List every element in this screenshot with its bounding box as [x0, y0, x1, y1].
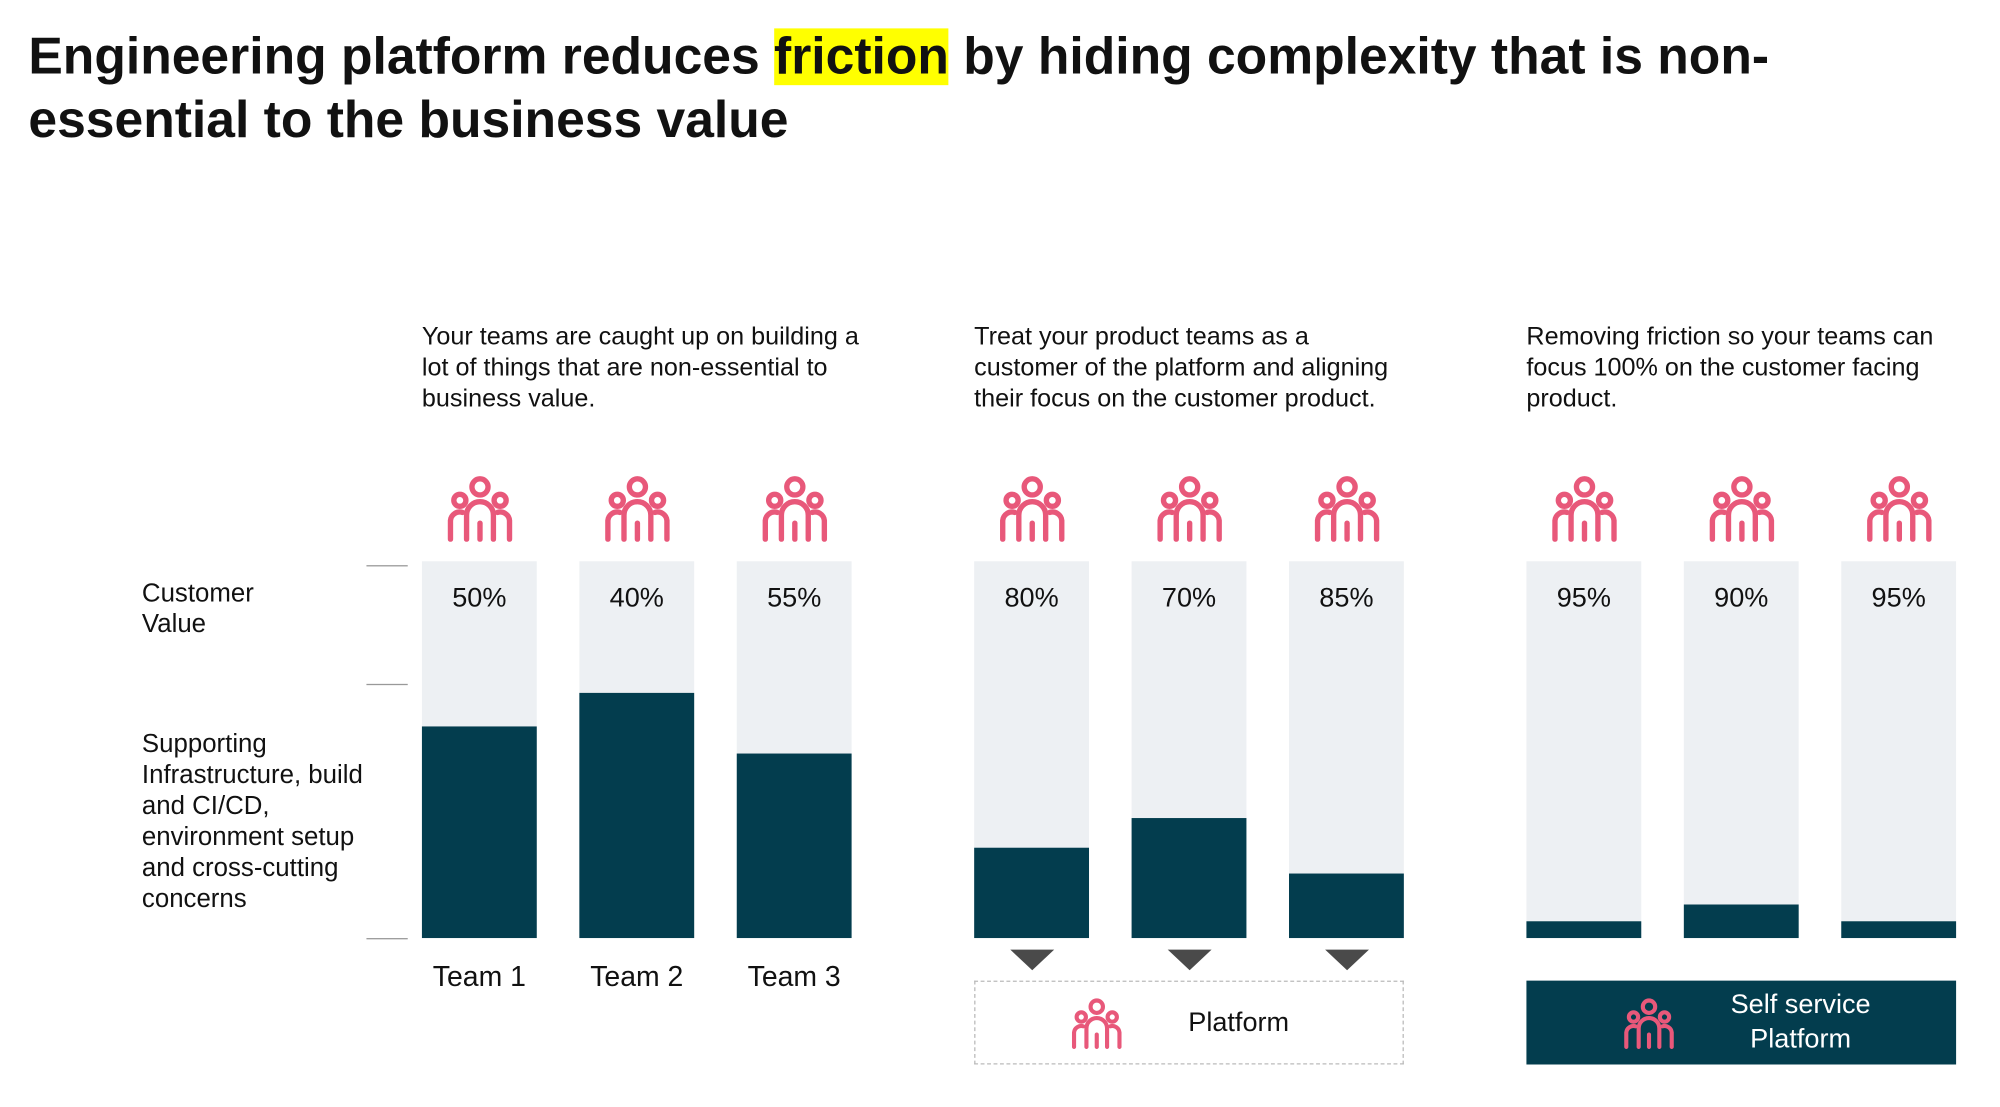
divider	[366, 565, 408, 567]
panel-subtitle: Removing friction so your teams can focu…	[1526, 322, 1934, 413]
bar-label: 95%	[1556, 583, 1611, 613]
divider	[366, 938, 408, 940]
people-icon	[1865, 475, 1932, 542]
bar-label: 90%	[1714, 583, 1769, 613]
people-icon	[446, 475, 513, 542]
title-part: by hiding complexity that is non-essenti…	[28, 28, 1770, 149]
people-icon	[1708, 475, 1775, 542]
platform-label: Self service Platform	[1730, 989, 1871, 1055]
platform-label: Platform	[1188, 1007, 1290, 1038]
bar-background	[1841, 561, 1957, 939]
icon-svg	[1314, 476, 1379, 542]
people-icon	[1623, 997, 1675, 1050]
people-icon	[1071, 997, 1123, 1050]
panel-subtitle: Treat your product teams as a customer o…	[974, 322, 1389, 413]
icon-svg	[999, 476, 1064, 542]
x-tick-label: Team 1	[432, 959, 526, 993]
people-icon	[1155, 475, 1222, 542]
bar-label: 70%	[1161, 583, 1217, 613]
platform-box	[1526, 980, 1957, 1065]
platform-box	[974, 980, 1404, 1065]
bar-background	[1526, 561, 1642, 939]
bar	[974, 847, 1090, 939]
bar	[1841, 921, 1957, 939]
icon-svg	[1071, 998, 1122, 1050]
icon-svg	[1551, 476, 1617, 542]
icon-svg	[1156, 476, 1222, 542]
bar-label: 80%	[1004, 583, 1059, 613]
people-icon	[1550, 475, 1617, 542]
icon-svg	[1866, 476, 1931, 542]
icon-svg	[761, 476, 827, 542]
legend-label: Supporting Infrastructure, build and CI/…	[141, 730, 363, 914]
title-highlight: friction	[774, 28, 949, 86]
people-icon	[998, 475, 1065, 542]
arrow	[1009, 949, 1054, 971]
bar	[421, 727, 537, 939]
bar	[579, 693, 695, 939]
panel-subtitle: Your teams are caught up on building a l…	[421, 322, 859, 413]
bar	[1683, 904, 1799, 939]
title-part: Engineering platform reduces	[28, 28, 775, 86]
bar-label: 55%	[767, 583, 822, 613]
divider	[366, 683, 408, 686]
row-label: Customer Value	[141, 579, 254, 639]
bar-label: 50%	[452, 583, 507, 613]
people-icon	[761, 475, 828, 542]
bar-label: 95%	[1871, 583, 1926, 613]
x-tick-label: Team 3	[747, 959, 841, 993]
icon-svg	[447, 476, 512, 542]
bar	[1131, 817, 1247, 939]
slide-title: Engineering platform reduces friction by…	[28, 26, 1912, 152]
people-icon	[1313, 475, 1380, 542]
bar	[736, 753, 852, 939]
people-icon	[603, 475, 670, 542]
arrow	[1167, 949, 1211, 971]
arrow	[1324, 949, 1369, 971]
icon-svg	[1709, 476, 1774, 542]
bar	[1526, 921, 1642, 939]
icon-svg	[604, 476, 669, 542]
icon-svg	[1624, 998, 1674, 1050]
bar	[1289, 873, 1404, 939]
bar-label: 40%	[609, 583, 664, 613]
bar-label: 85%	[1319, 583, 1374, 613]
bar-background	[1683, 561, 1799, 939]
x-tick-label: Team 2	[590, 959, 684, 993]
